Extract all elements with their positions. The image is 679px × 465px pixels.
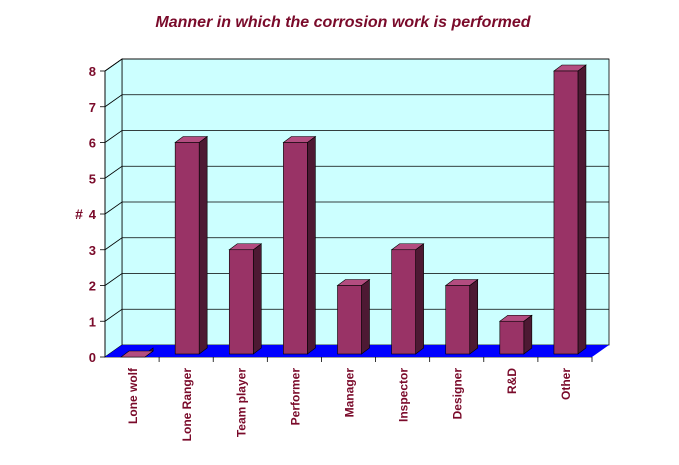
bar [390, 243, 425, 355]
x-category-labels: Lone wolf Lone Ranger Team player Performer… [126, 367, 573, 441]
x-category-label: Lone wolf [126, 367, 140, 424]
x-category-label: Team player [234, 368, 248, 437]
gridline [104, 58, 609, 72]
bar-side [415, 243, 424, 355]
x-category-label: Lone Ranger [180, 368, 194, 442]
bar-front [283, 142, 308, 355]
y-tick-label: 5 [89, 171, 96, 186]
bars [120, 64, 587, 358]
bar-side [307, 135, 316, 355]
bar [553, 64, 587, 355]
y-tick-label: 2 [89, 279, 96, 294]
y-tick-label: 0 [89, 350, 96, 365]
y-tick-label: 1 [89, 314, 96, 329]
bar-side [577, 64, 587, 355]
y-axis-label: # [75, 206, 83, 222]
bar-side [198, 135, 208, 355]
bar [174, 135, 209, 355]
gridline [104, 130, 609, 143]
bar [444, 278, 479, 355]
y-tick-labels: 0 1 2 3 4 5 6 7 8 [89, 64, 97, 365]
chart-title: Manner in which the corrosion work is pe… [155, 14, 531, 31]
bar-side [523, 314, 533, 355]
bar [120, 347, 154, 358]
y-tick-label: 7 [89, 100, 96, 115]
x-category-label: Other [559, 368, 573, 400]
bar [282, 135, 317, 355]
y-tick-label: 3 [89, 243, 96, 258]
bar [228, 243, 263, 355]
x-category-label: Performer [288, 368, 302, 426]
y-tick-label: 6 [89, 136, 96, 151]
bar [498, 314, 533, 355]
gridline [104, 165, 609, 179]
x-category-label: Designer [451, 368, 465, 420]
bar-front [228, 249, 254, 355]
bar-front [445, 285, 471, 355]
gridline [104, 237, 609, 251]
y-tick-label: 4 [89, 207, 97, 222]
x-category-label: Manager [343, 368, 357, 418]
x-category-label: Inspector [397, 368, 411, 422]
bar-front [174, 142, 200, 355]
y-tick-label: 8 [89, 64, 96, 79]
bar-front [391, 249, 416, 355]
bar-front [553, 70, 579, 355]
bar-front [499, 320, 525, 355]
gridlines [100, 58, 609, 362]
gridline [104, 201, 609, 215]
x-category-label: R&D [505, 368, 519, 394]
bar-side [469, 278, 479, 355]
gridline [104, 94, 609, 108]
bar [336, 278, 371, 355]
bar-top [120, 350, 154, 358]
gridline [104, 273, 609, 286]
bar-side [361, 278, 370, 355]
bar-front [337, 285, 362, 355]
bar-side [252, 243, 262, 355]
